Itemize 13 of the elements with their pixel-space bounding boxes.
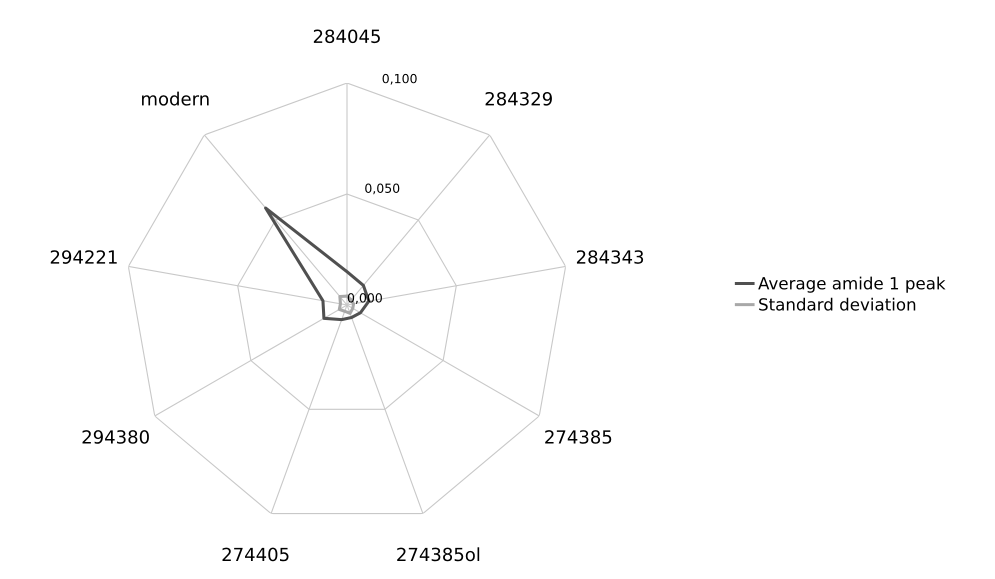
spoke-label: 274405 — [222, 548, 289, 562]
spoke-label: 274385ol — [397, 547, 480, 562]
y-tick-label: 0,100 — [382, 74, 417, 85]
y-tick-label: 0,050 — [365, 183, 400, 194]
legend-label: Average amide 1 peak — [758, 276, 946, 293]
legend-label: Standard deviation — [759, 298, 916, 311]
spoke-label: 284343 — [576, 250, 644, 264]
spoke-label: 284329 — [486, 92, 552, 106]
spoke-label: modern — [142, 92, 209, 106]
spoke-label: 284045 — [314, 29, 380, 44]
spoke-label: 294221 — [50, 250, 117, 264]
spoke-label: 294380 — [82, 430, 149, 444]
spoke-label: 274385 — [545, 430, 612, 444]
